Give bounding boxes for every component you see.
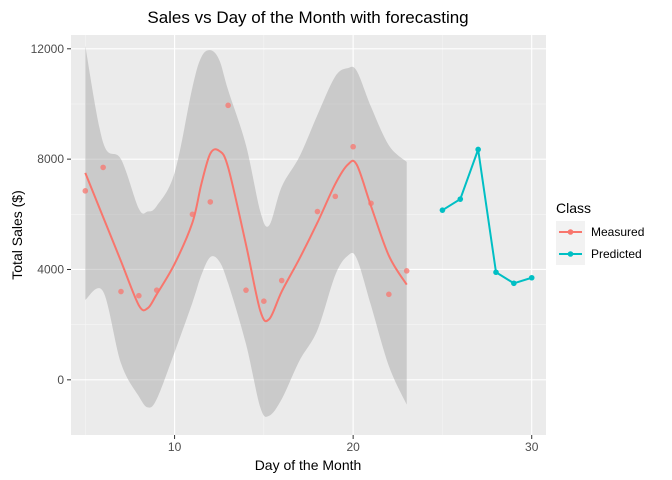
y-axis: 0 4000 8000 12000 — [31, 42, 71, 387]
legend-dot-measured — [567, 229, 574, 235]
measured-point — [100, 164, 106, 171]
y-tick-label: 8000 — [37, 152, 64, 166]
measured-point — [261, 298, 267, 305]
measured-smooth-line — [84, 148, 408, 323]
measured-point — [82, 188, 89, 194]
measured-point — [225, 102, 231, 109]
confidence-band — [85, 46, 407, 417]
legend-item-predicted: Predicted — [556, 243, 642, 265]
x-tick-label: 30 — [525, 440, 539, 454]
predicted-point — [511, 280, 517, 287]
legend: Class Measured Predicted — [556, 200, 644, 265]
plot-panel — [71, 35, 546, 435]
predicted-point — [475, 146, 481, 153]
grid-major — [71, 35, 546, 435]
measured-point — [243, 287, 249, 293]
measured-point — [332, 193, 339, 200]
predicted-point — [457, 196, 464, 202]
legend-item-measured: Measured — [556, 221, 644, 243]
measured-point — [350, 143, 356, 150]
legend-title: Class — [556, 200, 591, 216]
measured-point — [386, 291, 392, 298]
y-tick-label: 4000 — [37, 262, 64, 276]
legend-dot-predicted — [567, 251, 574, 257]
grid-minor — [71, 35, 546, 435]
predicted-point — [493, 269, 499, 276]
measured-point — [207, 199, 214, 205]
predicted-point — [528, 274, 535, 281]
measured-point — [403, 268, 410, 274]
predicted-line — [441, 149, 533, 285]
predicted-point — [439, 207, 446, 213]
y-axis-title: Total Sales ($) — [9, 190, 25, 279]
legend-label-measured: Measured — [591, 225, 644, 239]
legend-label-predicted: Predicted — [591, 247, 642, 261]
x-axis-title: Day of the Month — [255, 457, 362, 473]
x-axis: 10 20 30 — [168, 435, 539, 454]
x-tick-label: 20 — [346, 440, 360, 454]
chart-title: Sales vs Day of the Month with forecasti… — [147, 8, 468, 27]
y-tick-label: 12000 — [31, 42, 65, 56]
measured-point — [278, 277, 285, 284]
measured-point — [136, 292, 142, 299]
y-tick-label: 0 — [57, 373, 64, 387]
x-tick-label: 10 — [168, 440, 182, 454]
predicted-points — [439, 146, 535, 287]
measured-point — [314, 208, 321, 215]
measured-point — [118, 288, 124, 295]
